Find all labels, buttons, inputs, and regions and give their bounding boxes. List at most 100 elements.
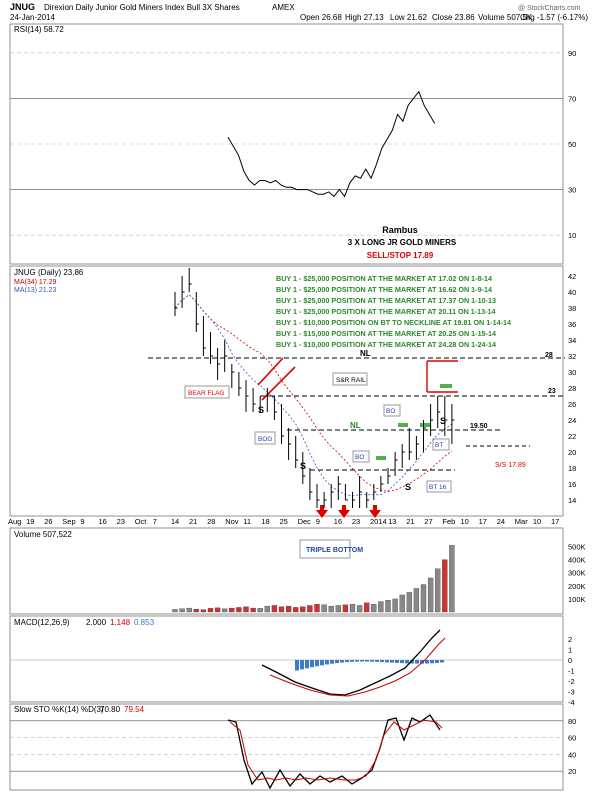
macd-tick-label: -2 <box>568 677 575 686</box>
volume-bar <box>378 601 384 613</box>
x-axis-label: 14 <box>171 517 179 526</box>
macd-tick-label: -3 <box>568 688 575 697</box>
bt16-box <box>426 480 452 493</box>
bog-box <box>254 431 276 445</box>
macd-histogram-bar <box>305 660 309 669</box>
volume-bar <box>186 607 192 613</box>
x-axis-label: Nov <box>225 517 239 526</box>
rsi-panel: RSI(14) 58.72 90 70 50 30 10 Rambus 3 X LONG… <box>9 23 576 265</box>
rsi-tick-label: 10 <box>568 231 576 240</box>
volume-bar <box>278 606 285 613</box>
x-axis-label: 7 <box>153 517 157 526</box>
annotation-subtitle: 3 X LONG JR GOLD MINERS <box>348 238 457 247</box>
volume-bar <box>236 607 242 613</box>
price-frame <box>9 265 564 517</box>
low-value: Low 21.62 <box>390 13 427 22</box>
annotation-author: Rambus <box>382 225 418 235</box>
macd-tick-label: 1 <box>568 646 572 655</box>
macd-histogram-bar <box>310 660 314 668</box>
buy-order-line: BUY 1 - $25,000 POSITION AT THE MARKET A… <box>276 285 492 294</box>
buy-marker-2 <box>398 423 408 427</box>
volume-bar <box>293 607 299 613</box>
x-axis-label: Dec <box>298 517 312 526</box>
x-axis-label: 19 <box>26 517 34 526</box>
macd-histogram-bar <box>410 660 414 664</box>
volume-bar <box>214 607 221 613</box>
x-axis-label: Oct <box>135 517 148 526</box>
bear-flag-label: BEAR FLAG <box>188 390 224 397</box>
x-axis-label: 18 <box>261 517 269 526</box>
macd-histogram-bar <box>390 660 394 663</box>
volume-panel: Volume 507,522 TRIPLE BOTTOM 500K 400K 300… <box>9 527 586 615</box>
volume-bar <box>371 603 377 613</box>
triple-bottom-box <box>299 539 351 559</box>
macd-tick-label: 2 <box>568 635 572 644</box>
bottom-arrow-2 <box>338 505 350 518</box>
nl-label-mid: NL <box>350 421 361 430</box>
macd-histogram-bar <box>380 660 384 663</box>
macd-panel: MACD(12,26,9) 2.000 1.148 0.853 2 10 -1-2 -… <box>9 615 575 707</box>
shoulder-right-bottom: S <box>405 482 411 492</box>
watermark: @ StockCharts.com <box>518 5 581 12</box>
x-axis-label: 28 <box>207 517 215 526</box>
x-axis-label: 24 <box>497 517 505 526</box>
macd-histogram-bar <box>340 660 344 663</box>
x-axis-label: 27 <box>424 517 432 526</box>
macd-histogram-bar <box>355 660 359 662</box>
macd-value-1: 2.000 <box>86 618 107 627</box>
buy-order-line: BUY 1 - $25,000 POSITION AT THE MARKET A… <box>276 296 496 305</box>
macd-tick-label: -4 <box>568 698 575 707</box>
macd-tick-label: -1 <box>568 667 575 676</box>
macd-histogram-bar <box>405 660 409 664</box>
macd-histogram-bar <box>315 660 319 667</box>
macd-histogram-bar <box>400 660 404 664</box>
volume-bar <box>413 588 420 613</box>
macd-histogram-bar <box>365 660 369 662</box>
x-axis-label: 21 <box>189 517 197 526</box>
volume-bar <box>449 545 455 613</box>
x-axis-label: 9 <box>316 517 320 526</box>
x-axis-label: Aug <box>8 517 21 526</box>
volume-bar <box>229 607 235 613</box>
change-value: Chg -1.57 (-6.17%) <box>520 13 588 22</box>
ma13-line <box>174 294 453 497</box>
x-axis-label: 25 <box>280 517 288 526</box>
macd-histogram-bar <box>300 660 304 670</box>
price-tick-label: 36 <box>568 320 576 329</box>
sto-tick-label: 40 <box>568 750 576 759</box>
volume-tick-label: 200K <box>568 582 586 591</box>
buy-marker-4 <box>440 384 452 388</box>
buy-marker-3 <box>420 423 430 427</box>
price-tick-label: 42 <box>568 272 576 281</box>
volume-bar <box>321 604 327 613</box>
ma34-line <box>174 294 453 492</box>
macd-signal-line <box>269 637 446 697</box>
x-axis: Aug 19 26 Sep 9 16 23 Oct 7 14 21 28 Nov 11 18 25 Dec 9 16… <box>8 517 559 526</box>
bo-label-1: BO <box>355 454 364 461</box>
volume-label: Volume 507,522 <box>14 530 72 539</box>
macd-histogram-bar <box>345 660 349 663</box>
macd-histogram-bar <box>395 660 399 663</box>
macd-tick-label: 0 <box>568 656 572 665</box>
volume-bar <box>406 592 412 613</box>
sto-tick-label: 20 <box>568 767 576 776</box>
sto-d-value: 79.54 <box>124 705 145 714</box>
macd-histogram-bar <box>440 660 444 663</box>
level-28: 28 <box>545 352 553 359</box>
rsi-tick-label: 70 <box>568 94 576 103</box>
volume-bar <box>250 607 256 613</box>
chart-date: 24-Jan-2014 <box>10 13 55 22</box>
sto-tick-label: 60 <box>568 734 576 743</box>
rsi-label: RSI(14) 58.72 <box>14 25 64 34</box>
volume-bar <box>385 600 391 613</box>
level-23: 23 <box>548 388 556 395</box>
ma34-label: MA(34) 17.29 <box>14 279 57 286</box>
annotation-stop: SELL/STOP 17.89 <box>367 251 434 260</box>
x-axis-label: Sep <box>62 517 75 526</box>
bt-box <box>432 438 450 451</box>
close-value: Close 23.86 <box>432 13 475 22</box>
volume-bar <box>328 605 334 613</box>
price-tick-label: 20 <box>568 448 576 457</box>
x-axis-label: 17 <box>551 517 559 526</box>
